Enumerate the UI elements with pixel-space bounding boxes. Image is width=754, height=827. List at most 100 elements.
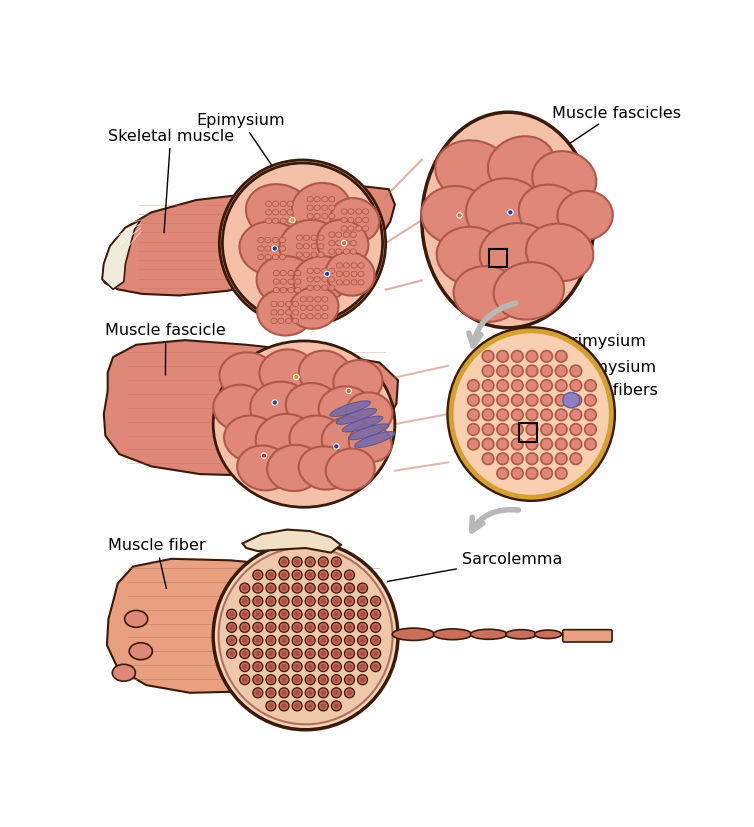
Ellipse shape [371,662,381,672]
Ellipse shape [556,409,567,421]
Ellipse shape [511,439,523,451]
Ellipse shape [343,264,349,269]
Ellipse shape [279,636,289,646]
Ellipse shape [255,638,261,643]
Ellipse shape [292,636,302,646]
Ellipse shape [279,675,289,685]
Ellipse shape [497,351,508,363]
Ellipse shape [497,366,508,377]
Ellipse shape [467,424,480,436]
Ellipse shape [483,351,494,363]
Ellipse shape [272,202,279,208]
FancyBboxPatch shape [562,630,612,643]
Ellipse shape [271,302,277,308]
Ellipse shape [570,366,581,377]
Ellipse shape [506,630,537,639]
Ellipse shape [266,583,276,593]
Ellipse shape [294,586,300,591]
Text: Muscle fascicle: Muscle fascicle [106,323,226,375]
Ellipse shape [357,675,367,685]
Ellipse shape [294,612,300,617]
Ellipse shape [273,271,280,276]
Ellipse shape [356,209,362,215]
Text: Perimysium: Perimysium [526,334,646,352]
Ellipse shape [242,599,247,605]
Ellipse shape [360,638,365,643]
Ellipse shape [294,703,300,709]
Ellipse shape [345,662,354,672]
Ellipse shape [322,418,372,461]
Ellipse shape [318,648,328,659]
Ellipse shape [343,232,349,238]
Ellipse shape [457,213,462,219]
Ellipse shape [294,638,300,643]
Polygon shape [107,559,391,693]
Ellipse shape [293,375,299,380]
Ellipse shape [265,238,271,243]
Ellipse shape [556,439,567,451]
Ellipse shape [266,596,276,606]
Ellipse shape [343,280,349,286]
Ellipse shape [266,701,276,711]
Ellipse shape [317,221,369,267]
Ellipse shape [255,691,261,696]
Ellipse shape [303,253,309,258]
Ellipse shape [300,314,306,319]
Ellipse shape [347,677,352,682]
Ellipse shape [238,446,291,491]
Ellipse shape [242,664,247,670]
Ellipse shape [511,351,523,363]
Ellipse shape [541,366,553,377]
Ellipse shape [265,210,271,216]
Ellipse shape [336,409,376,425]
Ellipse shape [373,625,379,630]
Ellipse shape [315,297,321,303]
Ellipse shape [296,253,302,258]
Ellipse shape [322,297,328,303]
Ellipse shape [511,409,523,421]
Ellipse shape [286,310,292,316]
Ellipse shape [334,664,339,670]
Ellipse shape [336,232,342,238]
Ellipse shape [253,688,263,698]
Ellipse shape [255,572,261,578]
Ellipse shape [322,214,328,220]
Ellipse shape [307,269,313,275]
Ellipse shape [295,280,301,285]
Ellipse shape [336,280,342,286]
Ellipse shape [292,557,302,567]
Ellipse shape [294,625,300,630]
Ellipse shape [334,586,339,591]
Ellipse shape [308,638,313,643]
Ellipse shape [345,675,354,685]
Ellipse shape [448,328,615,500]
Ellipse shape [357,609,367,619]
Ellipse shape [584,439,596,451]
Ellipse shape [345,688,354,698]
Ellipse shape [294,651,300,657]
Ellipse shape [345,636,354,646]
Ellipse shape [307,277,313,283]
Ellipse shape [343,272,349,277]
Ellipse shape [320,612,326,617]
Ellipse shape [272,246,277,252]
Ellipse shape [292,675,302,685]
Ellipse shape [348,209,354,215]
Ellipse shape [293,310,299,316]
Ellipse shape [307,198,313,203]
Ellipse shape [307,206,313,211]
Ellipse shape [331,688,342,698]
Ellipse shape [279,662,289,672]
Ellipse shape [511,468,523,480]
Ellipse shape [266,571,276,581]
Ellipse shape [570,380,581,392]
Ellipse shape [320,560,326,565]
Ellipse shape [292,648,302,659]
Ellipse shape [287,210,293,216]
Ellipse shape [268,703,274,709]
Ellipse shape [556,380,567,392]
Ellipse shape [265,219,271,224]
Ellipse shape [281,560,287,565]
Ellipse shape [360,651,365,657]
Ellipse shape [296,236,302,241]
